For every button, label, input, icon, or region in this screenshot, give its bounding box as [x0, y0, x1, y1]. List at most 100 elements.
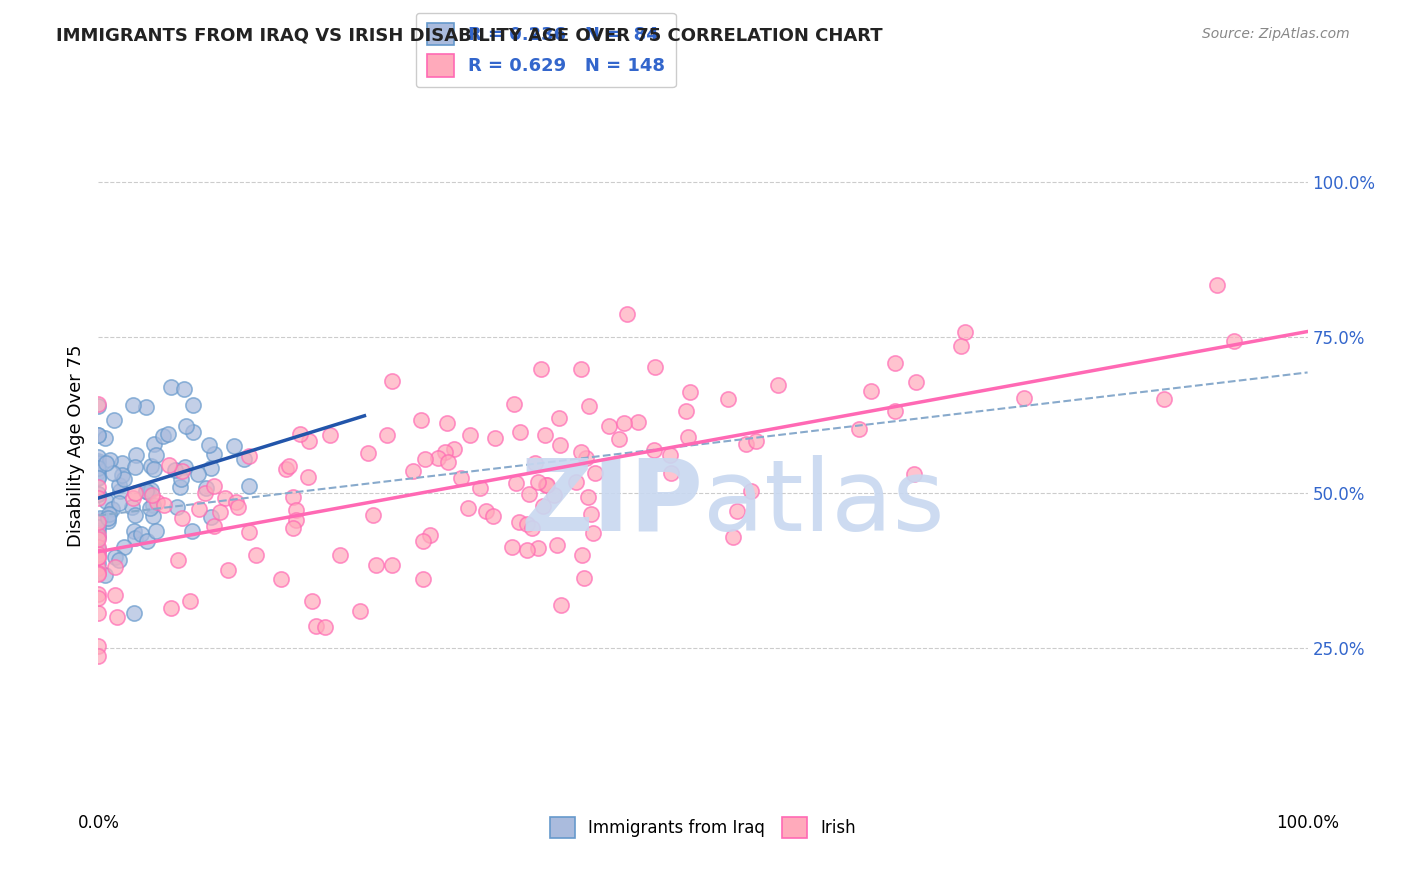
Point	[904, 375, 927, 389]
Point	[412, 573, 434, 587]
Point	[884, 404, 907, 418]
Point	[903, 467, 925, 481]
Point	[505, 475, 527, 490]
Point	[87, 549, 110, 564]
Point	[87, 491, 110, 505]
Point	[111, 467, 134, 482]
Point	[135, 400, 157, 414]
Point	[87, 461, 110, 475]
Point	[129, 527, 152, 541]
Legend: Immigrants from Iraq, Irish: Immigrants from Iraq, Irish	[543, 811, 863, 845]
Point	[319, 428, 342, 442]
Point	[361, 508, 384, 523]
Point	[202, 447, 225, 461]
Point	[89, 511, 111, 525]
Point	[87, 470, 110, 484]
Text: ZIP: ZIP	[520, 455, 703, 551]
Point	[1222, 334, 1244, 349]
Point	[87, 649, 110, 664]
Point	[364, 558, 387, 573]
Point	[1012, 392, 1035, 406]
Point	[883, 356, 905, 370]
Point	[125, 448, 148, 462]
Point	[413, 451, 436, 466]
Point	[524, 457, 547, 471]
Point	[98, 507, 121, 521]
Point	[156, 426, 179, 441]
Point	[124, 460, 146, 475]
Point	[111, 456, 134, 470]
Point	[576, 490, 599, 504]
Point	[579, 508, 602, 522]
Point	[543, 488, 565, 502]
Point	[224, 439, 246, 453]
Point	[87, 487, 110, 501]
Point	[87, 470, 110, 484]
Point	[509, 425, 531, 439]
Point	[195, 481, 218, 495]
Text: atlas: atlas	[703, 455, 945, 551]
Point	[329, 548, 352, 562]
Point	[87, 591, 110, 606]
Point	[181, 425, 204, 440]
Point	[516, 542, 538, 557]
Point	[159, 380, 181, 394]
Point	[281, 521, 304, 535]
Point	[101, 501, 124, 516]
Point	[450, 471, 472, 485]
Point	[314, 620, 336, 634]
Point	[297, 469, 319, 483]
Point	[581, 525, 603, 540]
Point	[482, 509, 505, 524]
Point	[194, 485, 217, 500]
Point	[98, 453, 121, 467]
Point	[105, 610, 128, 624]
Point	[546, 537, 568, 551]
Point	[550, 599, 572, 613]
Point	[87, 606, 110, 620]
Point	[87, 530, 110, 544]
Point	[375, 427, 398, 442]
Point	[87, 428, 110, 442]
Point	[139, 459, 162, 474]
Point	[238, 479, 260, 493]
Point	[1205, 278, 1227, 293]
Point	[121, 500, 143, 515]
Point	[301, 594, 323, 608]
Point	[548, 411, 571, 425]
Point	[108, 477, 131, 491]
Point	[501, 540, 523, 554]
Point	[87, 454, 110, 468]
Point	[401, 464, 423, 478]
Point	[458, 428, 481, 442]
Point	[145, 448, 167, 462]
Point	[475, 503, 498, 517]
Point	[87, 549, 110, 564]
Point	[93, 431, 115, 445]
Point	[157, 458, 180, 472]
Point	[1153, 392, 1175, 406]
Point	[217, 563, 239, 577]
Point	[516, 517, 538, 532]
Point	[740, 484, 762, 499]
Point	[569, 362, 592, 376]
Point	[305, 619, 328, 633]
Point	[436, 455, 458, 469]
Point	[108, 496, 131, 510]
Point	[233, 452, 256, 467]
Point	[142, 508, 165, 523]
Point	[531, 499, 554, 513]
Text: IMMIGRANTS FROM IRAQ VS IRISH DISABILITY AGE OVER 75 CORRELATION CHART: IMMIGRANTS FROM IRAQ VS IRISH DISABILITY…	[56, 27, 883, 45]
Point	[183, 398, 205, 412]
Point	[766, 378, 789, 392]
Point	[124, 532, 146, 546]
Point	[503, 397, 526, 411]
Point	[572, 571, 595, 585]
Point	[166, 553, 188, 567]
Point	[860, 384, 883, 398]
Point	[87, 587, 110, 601]
Point	[457, 500, 479, 515]
Point	[527, 541, 550, 555]
Point	[202, 518, 225, 533]
Point	[179, 594, 201, 608]
